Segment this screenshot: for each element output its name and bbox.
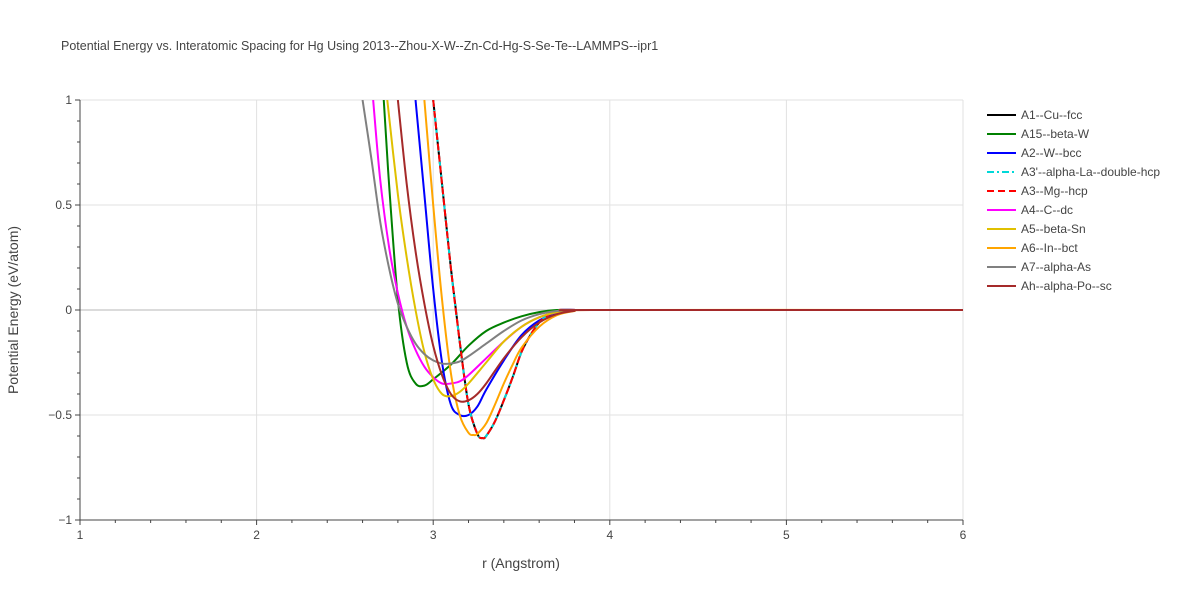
- series-line-8: [361, 100, 963, 365]
- series-lines: [361, 100, 963, 440]
- y-tick-label: 0: [65, 303, 72, 317]
- y-tick-label: −0.5: [48, 408, 72, 422]
- legend-item-6[interactable]: A5--beta-Sn: [987, 222, 1086, 236]
- legend-item-1[interactable]: A15--beta-W: [987, 127, 1090, 141]
- series-line-3: [432, 100, 963, 440]
- y-axis-title: Potential Energy (eV/atom): [5, 226, 21, 394]
- axes: [75, 99, 964, 525]
- legend-item-4[interactable]: A3--Mg--hcp: [987, 184, 1088, 198]
- legend-label: A2--W--bcc: [1021, 146, 1081, 160]
- legend-label: A6--In--bct: [1021, 241, 1078, 255]
- series-line-7: [423, 100, 963, 437]
- series-line-0: [432, 100, 963, 440]
- legend[interactable]: A1--Cu--fcc A15--beta-W A2--W--bcc A3'--alp…: [987, 108, 1160, 293]
- y-tick-label: 1: [65, 93, 72, 107]
- x-axis-title: r (Angstrom): [482, 555, 560, 571]
- series-line-5: [372, 100, 963, 386]
- x-tick-label: 2: [253, 528, 260, 542]
- legend-label: A3'--alpha-La--double-hcp: [1021, 165, 1160, 179]
- legend-label: A15--beta-W: [1021, 127, 1090, 141]
- legend-label: A5--beta-Sn: [1021, 222, 1086, 236]
- y-tick-label: −1: [58, 513, 72, 527]
- chart-title: Potential Energy vs. Interatomic Spacing…: [61, 39, 658, 53]
- legend-label: A1--Cu--fcc: [1021, 108, 1082, 122]
- series-line-9: [396, 100, 963, 403]
- legend-label: A3--Mg--hcp: [1021, 184, 1088, 198]
- y-tick-label: 0.5: [55, 198, 72, 212]
- legend-item-8[interactable]: A7--alpha-As: [987, 260, 1091, 274]
- series-line-4: [432, 100, 963, 440]
- x-tick-label: 4: [606, 528, 613, 542]
- x-tick-label: 3: [430, 528, 437, 542]
- series-line-1: [382, 100, 963, 388]
- legend-item-5[interactable]: A4--C--dc: [987, 203, 1073, 217]
- legend-item-9[interactable]: Ah--alpha-Po--sc: [987, 279, 1112, 293]
- legend-item-2[interactable]: A2--W--bcc: [987, 146, 1081, 160]
- legend-item-7[interactable]: A6--In--bct: [987, 241, 1078, 255]
- legend-label: A4--C--dc: [1021, 203, 1073, 217]
- tick-labels: 1 2 3 4 5 6 −1 −0.5 0 0.5 1: [48, 93, 966, 542]
- legend-label: Ah--alpha-Po--sc: [1021, 279, 1112, 293]
- x-tick-label: 1: [77, 528, 84, 542]
- series-line-2: [414, 100, 963, 418]
- legend-label: A7--alpha-As: [1021, 260, 1091, 274]
- legend-item-0[interactable]: A1--Cu--fcc: [987, 108, 1082, 122]
- x-tick-label: 6: [960, 528, 967, 542]
- legend-item-3[interactable]: A3'--alpha-La--double-hcp: [987, 165, 1160, 179]
- x-tick-label: 5: [783, 528, 790, 542]
